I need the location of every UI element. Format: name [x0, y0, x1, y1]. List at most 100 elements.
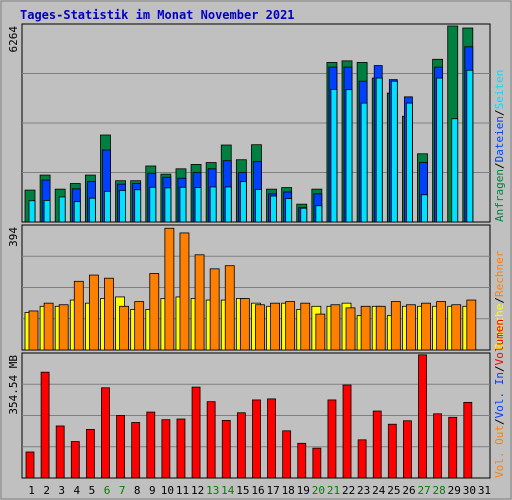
bar-volumen-day-10: [161, 419, 171, 479]
bar-rechner-day-26: [406, 304, 416, 351]
legend-separator: /: [493, 109, 506, 116]
bar-seiten-day-25: [390, 80, 398, 223]
bar-rechner-day-22: [345, 307, 356, 351]
x-label-day-26: 26: [402, 484, 415, 497]
bar-rechner-day-15: [239, 298, 250, 351]
x-label-day-16: 16: [251, 484, 264, 497]
bar-seiten-day-17: [270, 195, 277, 223]
bar-rechner-day-23: [360, 305, 371, 351]
bar-seiten-day-4: [73, 201, 81, 223]
bar-volumen-day-7: [116, 415, 125, 479]
bar-seiten-day-12: [194, 187, 202, 223]
bar-seiten-day-16: [255, 189, 262, 223]
x-label-day-21: 21: [327, 484, 340, 497]
bar-seiten-day-21: [330, 88, 338, 223]
legend-separator: /: [493, 297, 506, 304]
bar-seiten-day-9: [149, 186, 157, 223]
x-label-day-14: 14: [221, 484, 235, 497]
x-label-day-11: 11: [176, 484, 189, 497]
bar-rechner-day-13: [209, 268, 220, 351]
bar-seiten-day-14: [224, 186, 232, 223]
bar-seiten-day-6: [104, 190, 111, 223]
legend-vol-in: Vol. In: [493, 372, 506, 418]
bar-volumen-day-23: [357, 439, 367, 479]
bar-rechner-day-11: [179, 232, 190, 351]
bar-rechner-day-21: [330, 304, 341, 351]
bar-rechner-day-7: [119, 305, 129, 351]
panel-volume-ymax-label: 354.54 MB: [7, 355, 20, 415]
bar-seiten-day-7: [119, 189, 126, 223]
bar-rechner-day-6: [104, 277, 114, 351]
bar-volumen-day-3: [55, 425, 65, 479]
legend-rechner: Rechner: [493, 250, 506, 297]
bar-volumen-day-6: [101, 387, 110, 479]
x-label-day-1: 1: [28, 484, 35, 497]
bar-seiten-day-30: [466, 69, 474, 223]
bar-seiten-day-2: [43, 200, 51, 223]
legend-volumen: Volumen: [493, 319, 506, 365]
bar-rechner-day-28: [436, 301, 447, 351]
legend-anfragen: Anfragen: [493, 169, 506, 222]
bar-volumen-day-1: [25, 451, 35, 479]
bar-seiten-day-10: [164, 187, 172, 223]
x-label-day-8: 8: [134, 484, 141, 497]
legend-group: Vol. Out/Vol. In/Volumen: [493, 319, 506, 478]
bar-seiten-day-23: [360, 102, 368, 223]
bar-volumen-day-17: [267, 398, 276, 479]
bar-volumen-day-4: [70, 441, 80, 479]
bar-volumen-day-30: [463, 401, 473, 479]
bar-seiten-day-13: [209, 186, 217, 223]
bar-rechner-day-19: [300, 302, 311, 351]
panel-requests: 6264: [7, 23, 491, 223]
bar-volumen-day-16: [252, 399, 261, 479]
bar-volumen-day-25: [387, 423, 397, 479]
bar-seiten-day-11: [179, 186, 187, 223]
legend-besuche: Besuche: [493, 304, 506, 350]
bar-volumen-day-28: [433, 413, 443, 479]
chart-title: Tages-Statistik im Monat November 2021: [20, 8, 295, 22]
bar-rechner-day-14: [224, 265, 235, 351]
legend-separator: /: [493, 162, 506, 169]
x-label-day-4: 4: [74, 484, 81, 497]
x-label-day-28: 28: [433, 484, 446, 497]
bar-rechner-day-12: [194, 254, 205, 351]
bar-volumen-day-9: [146, 411, 156, 479]
x-label-day-18: 18: [282, 484, 295, 497]
legend-separator: /: [493, 365, 506, 372]
bar-volumen-day-11: [176, 418, 186, 479]
bar-rechner-day-20: [315, 313, 326, 351]
bar-rechner-day-25: [390, 301, 401, 351]
bar-volumen-day-8: [131, 422, 141, 479]
legend-vol-out: Vol. Out: [493, 425, 506, 478]
legend-group: Besuche/Rechner: [493, 250, 506, 350]
bar-rechner-day-5: [88, 274, 99, 351]
bar-volumen-day-22: [342, 384, 352, 479]
bar-seiten-day-18: [285, 198, 293, 223]
bar-seiten-day-5: [88, 197, 96, 223]
legend-separator: /: [493, 418, 506, 425]
legend-group: Anfragen/Dateien/Seiten: [493, 70, 506, 222]
bar-seiten-day-8: [134, 189, 142, 223]
x-label-day-23: 23: [357, 484, 370, 497]
panel-visits: 394: [7, 224, 491, 351]
bar-rechner-day-4: [73, 280, 84, 351]
bar-seiten-day-24: [375, 77, 383, 223]
bar-volumen-day-27: [418, 354, 427, 479]
bar-rechner-day-8: [134, 301, 145, 351]
panel-volume: 354.54 MB: [7, 352, 491, 479]
x-label-day-5: 5: [89, 484, 96, 497]
x-label-day-15: 15: [236, 484, 249, 497]
bar-volumen-day-20: [312, 447, 322, 479]
panel-visits-ymax-label: 394: [7, 227, 20, 247]
x-label-day-27: 27: [417, 484, 430, 497]
bar-volumen-day-14: [221, 420, 231, 479]
x-label-day-12: 12: [191, 484, 204, 497]
bar-seiten-day-22: [345, 89, 353, 223]
bar-seiten-day-26: [406, 102, 413, 223]
x-label-day-19: 19: [297, 484, 310, 497]
bar-seiten-day-3: [58, 196, 66, 223]
bar-rechner-day-30: [466, 299, 477, 351]
bar-rechner-day-2: [43, 302, 54, 351]
bar-rechner-day-9: [149, 273, 160, 351]
